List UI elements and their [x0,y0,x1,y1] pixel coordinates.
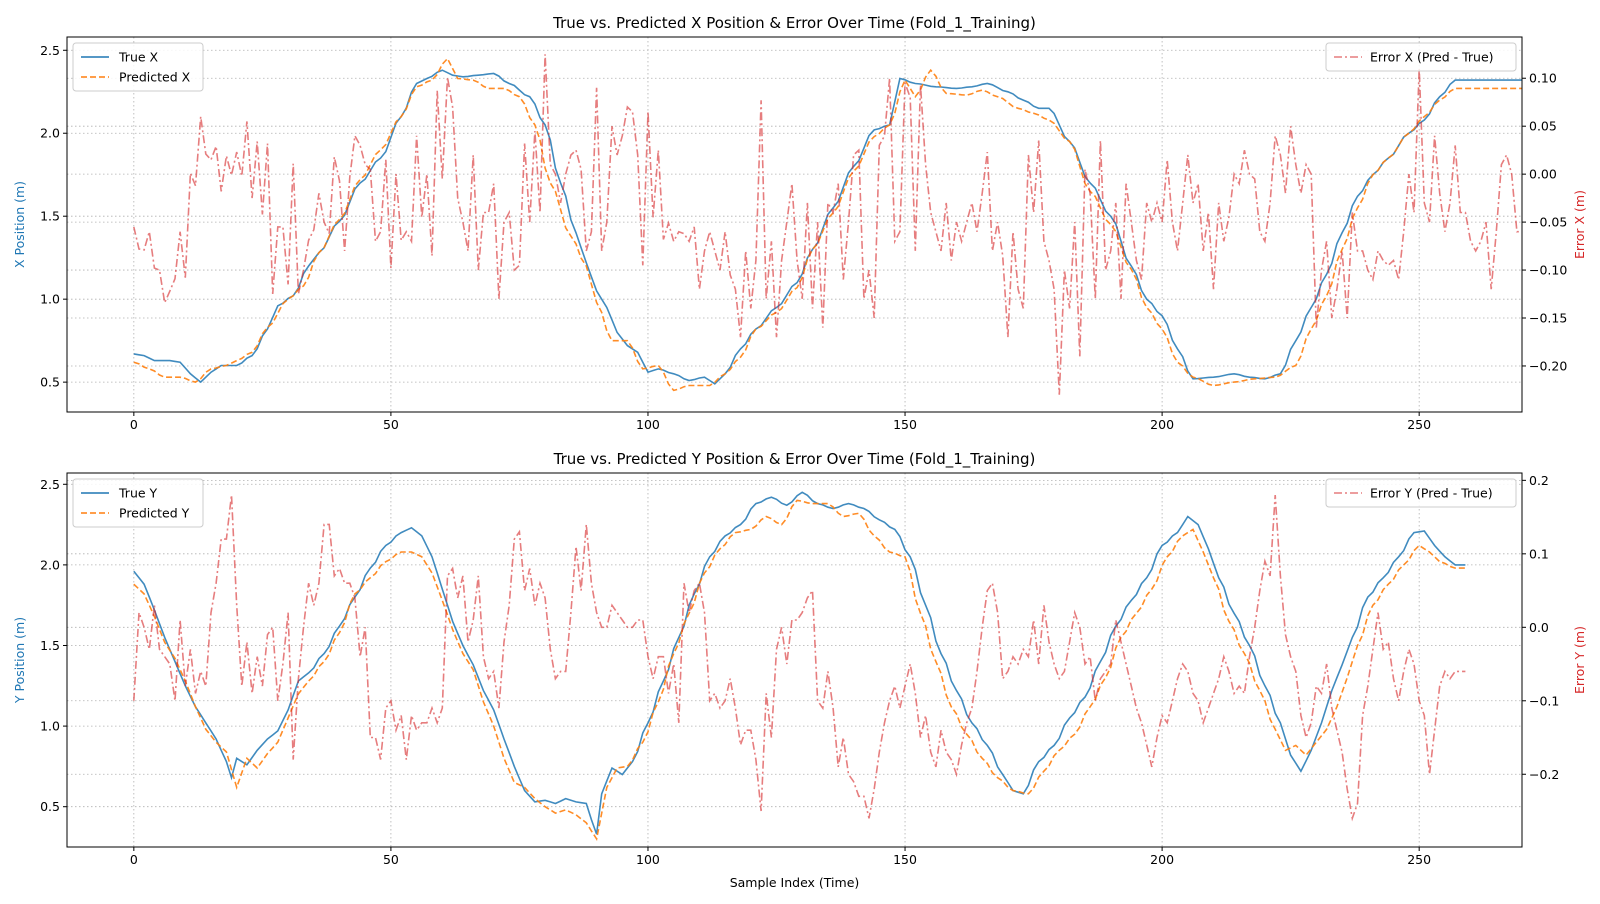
y-tick-label: 1.5 [40,209,60,224]
y-tick-label: 2.5 [40,43,60,58]
x-tick-label: 100 [636,417,660,432]
x-axis-label: Sample Index (Time) [730,875,860,890]
y-tick-label: 2.0 [40,557,60,572]
chart-title: True vs. Predicted Y Position & Error Ov… [553,450,1036,469]
chart-panel-1: 0 50 100 150 200 250 0.5 1.0 1.5 2.0 2.5 −0.20 −0.15… [12,14,1587,432]
series-group [133,491,1466,841]
y2-tick-label: −0.20 [1529,358,1567,373]
series-true-line [133,69,1522,385]
series-error-line [133,494,1466,822]
y2-tick-label: 0.00 [1529,167,1557,182]
y2-tick-label: 0.10 [1529,71,1557,86]
y-tick-label: 1.0 [40,719,60,734]
legend-right: Error X (Pred - True) [1325,42,1517,72]
x-tick-label: 50 [383,417,399,432]
x-tick-label: 0 [130,852,138,867]
y-axis-label: Y Position (m) [12,617,27,704]
legend-left-box [72,42,204,92]
x-tick-label: 250 [1407,417,1431,432]
x-tick-label: 200 [1150,417,1174,432]
x-tick-label: 150 [893,417,917,432]
legend-left: True X Predicted X [72,42,204,92]
x-tick-label: 100 [636,852,660,867]
plot-frame [66,36,1523,413]
y2-tick-label: −0.1 [1529,693,1559,708]
y2-tick-label: −0.10 [1529,263,1567,278]
x-tick-label: 0 [130,417,138,432]
y2-axis-label: Error X (m) [1572,190,1587,259]
y2-tick-label: −0.2 [1529,767,1559,782]
series-group [133,54,1522,395]
series-true-line [133,491,1466,835]
chart-panel-2: 0 50 100 150 200 250 0.5 1.0 1.5 2.0 2.5 −0.2 −0.1 0.… [12,450,1587,890]
y2-tick-label: 0.0 [1529,620,1549,635]
y-tick-label: 1.0 [40,292,60,307]
series-predicted-line [133,499,1466,841]
y2-axis-label: Error Y (m) [1572,626,1587,694]
x-tick-label: 150 [893,852,917,867]
y-tick-label: 1.5 [40,638,60,653]
y-axis-label: X Position (m) [12,181,27,268]
x-tick-label: 200 [1150,852,1174,867]
legend-right-box [1325,478,1517,508]
y2-tick-label: −0.05 [1529,215,1567,230]
y2-tick-label: −0.15 [1529,311,1567,326]
y-tick-label: 0.5 [40,375,60,390]
legend-right: Error Y (Pred - True) [1325,478,1517,508]
y2-tick-label: 0.1 [1529,546,1549,561]
legend-predicted-label: Predicted Y [119,506,190,521]
x-tick-label: 50 [383,852,399,867]
y-tick-label: 0.5 [40,799,60,814]
legend-predicted-label: Predicted X [119,70,191,85]
legend-error-label: Error X (Pred - True) [1370,50,1494,65]
chart-title: True vs. Predicted X Position & Error Ov… [552,14,1036,33]
legend-left: True Y Predicted Y [72,478,204,528]
legend-error-label: Error Y (Pred - True) [1370,486,1493,501]
y2-tick-label: 0.05 [1529,119,1557,134]
legend-left-box [72,478,204,528]
legend-true-label: True X [118,50,159,65]
x-tick-label: 250 [1407,852,1431,867]
series-predicted-line [133,57,1522,392]
legend-true-label: True Y [118,486,158,501]
y-tick-label: 2.5 [40,477,60,492]
y2-tick-label: 0.2 [1529,473,1549,488]
y-tick-label: 2.0 [40,126,60,141]
plot-frame [66,472,1523,848]
legend-right-box [1325,42,1517,72]
series-error-line [133,54,1522,395]
